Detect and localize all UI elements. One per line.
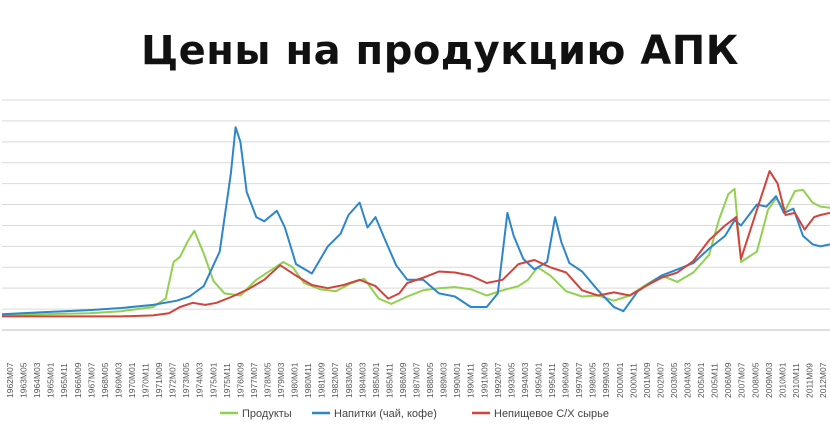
x-tick-label: 1965M01 [46, 362, 56, 398]
x-tick-label: 1984M03 [357, 362, 367, 398]
x-tick-label: 1981M09 [317, 362, 327, 398]
x-tick-label: 2001M09 [642, 362, 652, 398]
series-line-2 [1, 126, 830, 316]
x-tick-label: 1968M05 [100, 362, 110, 398]
x-tick-label: 1982M07 [330, 362, 340, 398]
x-tick-label: 1997M07 [574, 362, 584, 398]
x-tick-label: 2012M07 [818, 362, 828, 398]
x-tick-label: 1980M01 [290, 362, 300, 398]
x-tick-label: 1999M03 [601, 362, 611, 398]
x-tick-label: 2005M01 [696, 362, 706, 398]
x-tick-label: 1987M07 [412, 362, 422, 398]
x-tick-label: 1974M03 [195, 362, 205, 398]
x-tick-label: 1985M01 [371, 362, 381, 398]
x-tick-label: 1963M05 [19, 362, 29, 398]
series-line-1 [1, 187, 830, 317]
x-tick-label: 1978M05 [262, 362, 272, 398]
x-tick-label: 1972M07 [168, 362, 178, 398]
x-tick-label: 2000M11 [628, 363, 638, 398]
x-tick-label: 2007M07 [737, 362, 747, 398]
x-tick-label: 1975M11 [222, 363, 232, 398]
series-lines [1, 126, 830, 318]
x-tick-label: 1979M03 [276, 362, 286, 398]
x-tick-label: 1993M05 [506, 362, 516, 398]
x-tick-label: 1983M05 [344, 362, 354, 398]
x-tick-label: 1988M05 [425, 362, 435, 398]
x-tick-label: 1964M03 [32, 362, 42, 398]
x-tick-label: 1965M11 [59, 363, 69, 398]
x-tick-label: 2005M11 [710, 363, 720, 398]
x-tick-label: 1991M09 [479, 362, 489, 398]
x-tick-label: 1986M09 [398, 362, 408, 398]
legend: Продукты Напитки (чай, кофе) Непищевое С/Х… [220, 408, 609, 420]
x-tick-label: 1992M07 [493, 362, 503, 398]
x-tick-label: 1994M03 [520, 362, 530, 398]
x-tick-label: 1976M09 [235, 362, 245, 398]
x-tick-label: 2000M01 [615, 362, 625, 398]
x-tick-label: 1995M11 [547, 363, 557, 398]
x-tick-label: 2002M07 [655, 362, 665, 398]
x-tick-label: 1966M09 [73, 362, 83, 398]
x-tick-label: 1990M11 [466, 363, 476, 398]
x-tick-label: 1962M07 [5, 362, 15, 398]
x-tick-label: 1980M11 [303, 363, 313, 398]
x-tick-label: 2010M01 [777, 362, 787, 398]
x-tick-label: 2008M05 [750, 362, 760, 398]
x-axis-ticks: 1962M07 1963M05 1964M03 1965M01 1965M11 1966M… [5, 362, 828, 398]
x-tick-label: 1989M03 [439, 362, 449, 398]
legend-label: Напитки (чай, кофе) [334, 408, 437, 420]
chart-title: Цены на продукцию АПК [141, 28, 739, 74]
x-tick-label: 2004M03 [683, 362, 693, 398]
x-tick-label: 1990M01 [452, 362, 462, 398]
x-tick-label: 1995M01 [533, 362, 543, 398]
x-tick-label: 2009M03 [764, 362, 774, 398]
x-tick-label: 1967M07 [86, 362, 96, 398]
x-tick-label: 1973M05 [181, 362, 191, 398]
x-tick-label: 1996M09 [561, 362, 571, 398]
x-tick-label: 1971M09 [154, 362, 164, 398]
x-tick-label: 2010M11 [791, 363, 801, 398]
x-tick-label: 1998M05 [588, 362, 598, 398]
x-tick-label: 1977M07 [249, 362, 259, 398]
x-tick-label: 2003M05 [669, 362, 679, 398]
legend-label: Продукты [242, 408, 292, 420]
x-tick-label: 1975M01 [208, 362, 218, 398]
x-tick-label: 1969M03 [113, 362, 123, 398]
x-tick-label: 2006M09 [723, 362, 733, 398]
legend-label: Непищевое С/Х сырье [494, 408, 609, 420]
x-tick-label: 1970M11 [141, 363, 151, 398]
x-tick-label: 1970M01 [127, 362, 137, 398]
x-tick-label: 1985M11 [384, 363, 394, 398]
x-tick-label: 2011M09 [804, 363, 814, 398]
gridlines [2, 99, 830, 331]
series-line-3 [2, 170, 830, 318]
